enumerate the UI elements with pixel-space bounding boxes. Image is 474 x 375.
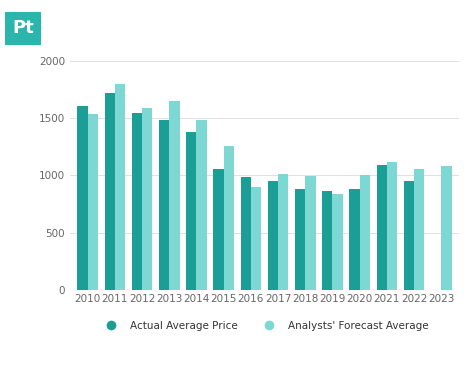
Bar [115,84,125,290]
Bar [295,189,305,290]
Bar [142,108,152,290]
Bar [441,166,452,290]
Bar [169,101,180,290]
Bar [224,146,234,290]
Bar [77,106,88,290]
Bar [88,114,98,290]
Bar [278,174,288,290]
Bar [240,177,251,290]
Bar [186,132,196,290]
Bar [322,191,332,290]
Bar [251,187,261,290]
Bar [268,181,278,290]
Bar [360,176,370,290]
Bar [132,113,142,290]
Bar [376,165,387,290]
Text: Pt: Pt [12,20,34,38]
Legend: Actual Average Price, Analysts' Forecast Average: Actual Average Price, Analysts' Forecast… [97,316,432,334]
Bar [305,176,316,290]
Bar [404,181,414,290]
Bar [196,120,207,290]
Bar [332,194,343,290]
Bar [213,170,224,290]
Bar [159,120,169,290]
Bar [349,189,360,290]
Bar [104,93,115,290]
Bar [414,169,424,290]
Bar [387,162,397,290]
